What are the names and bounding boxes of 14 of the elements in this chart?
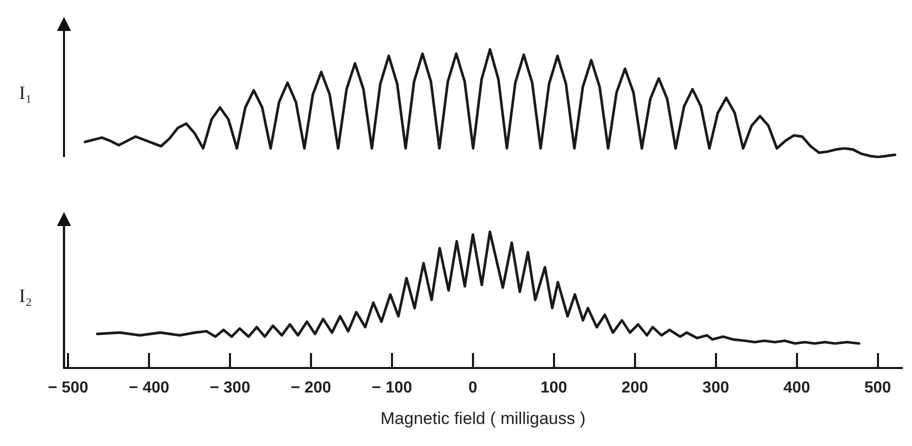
x-tick-label: 0 [468,380,478,396]
x-tick-label: 200 [621,380,648,396]
x-tick-label: − 200 [290,380,332,396]
x-tick-label: − 300 [210,380,250,396]
y-axis-title: I₂ [19,286,32,307]
x-tick-label: 500 [864,380,892,396]
x-tick-label: − 400 [128,380,170,396]
x-tick-label: − 500 [48,380,88,396]
x-tick-label: 100 [540,380,568,396]
x-tick-label: 400 [783,380,810,396]
y-axis-title: I₁ [19,83,32,104]
x-tick-label: − 100 [372,380,412,396]
x-axis-title: Magnetic field ( milligauss ) [380,409,586,428]
x-tick-label: 300 [702,380,730,396]
